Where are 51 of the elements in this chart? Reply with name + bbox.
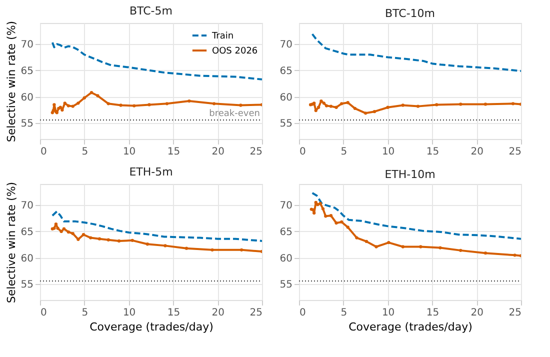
chart-title: ETH-5m	[129, 165, 173, 178]
x-tick-label: 25	[508, 308, 522, 318]
y-tick-label: 65	[20, 66, 34, 77]
x-tick-label: 25	[250, 308, 262, 318]
x-tick-label: 10	[382, 308, 395, 318]
y-tick-label: 55	[280, 118, 292, 130]
y-tick-label: 70	[20, 40, 34, 51]
chart-title: ETH-10m	[384, 168, 436, 181]
x-tick-label: 0	[300, 146, 306, 158]
y-tick-label: 60	[20, 253, 34, 264]
chart-title: BTC-5m	[130, 4, 172, 18]
chart-title: BTC-10m	[385, 7, 435, 20]
x-tick-label: 0	[40, 308, 47, 318]
x-tick-label: 5	[340, 308, 348, 318]
x-tick-label: 15	[426, 146, 440, 158]
y-tick-label: 60	[20, 92, 34, 104]
x-tick-label: 0	[40, 146, 47, 158]
x-tick-label: 5	[340, 146, 348, 158]
y-tick-label: 70	[280, 200, 292, 212]
y-axis-title: Selective win rate (%)	[4, 20, 18, 142]
y-tick-label: 60	[280, 253, 292, 264]
y-tick-label: 60	[280, 92, 292, 104]
y-tick-label: 65	[280, 226, 292, 238]
y-tick-label: 70	[20, 200, 34, 212]
legend-label: Train	[211, 32, 234, 42]
x-axis-title: Coverage (trades/day)	[90, 320, 214, 334]
x-tick-label: 0	[300, 308, 306, 318]
x-tick-label: 5	[82, 308, 88, 318]
x-tick-label: 10	[122, 146, 136, 158]
y-tick-label: 65	[20, 226, 34, 238]
x-tick-label: 25	[508, 146, 522, 158]
legend-label: OOS 2026	[212, 46, 258, 56]
x-tick-label: 25	[250, 146, 262, 158]
x-tick-label: 10	[122, 308, 136, 318]
ref-line-label: break-even	[209, 109, 260, 120]
y-tick-label: 55	[20, 280, 34, 291]
y-tick-label: 65	[280, 66, 292, 77]
y-tick-label: 55	[280, 280, 292, 291]
x-tick-label: 20	[470, 308, 484, 318]
x-tick-label: 15	[167, 308, 180, 318]
y-tick-label: 70	[280, 40, 292, 51]
y-axis-title: Selective win rate (%)	[4, 182, 18, 304]
x-tick-label: 15	[426, 308, 440, 318]
x-tick-label: 20	[470, 146, 484, 158]
y-tick-label: 55	[20, 118, 34, 130]
x-tick-label: 20	[212, 146, 224, 158]
x-tick-label: 15	[167, 146, 180, 158]
x-tick-label: 20	[212, 308, 224, 318]
x-axis-title: Coverage (trades/day)	[348, 320, 472, 334]
x-tick-label: 5	[82, 146, 88, 158]
x-tick-label: 10	[382, 146, 395, 158]
